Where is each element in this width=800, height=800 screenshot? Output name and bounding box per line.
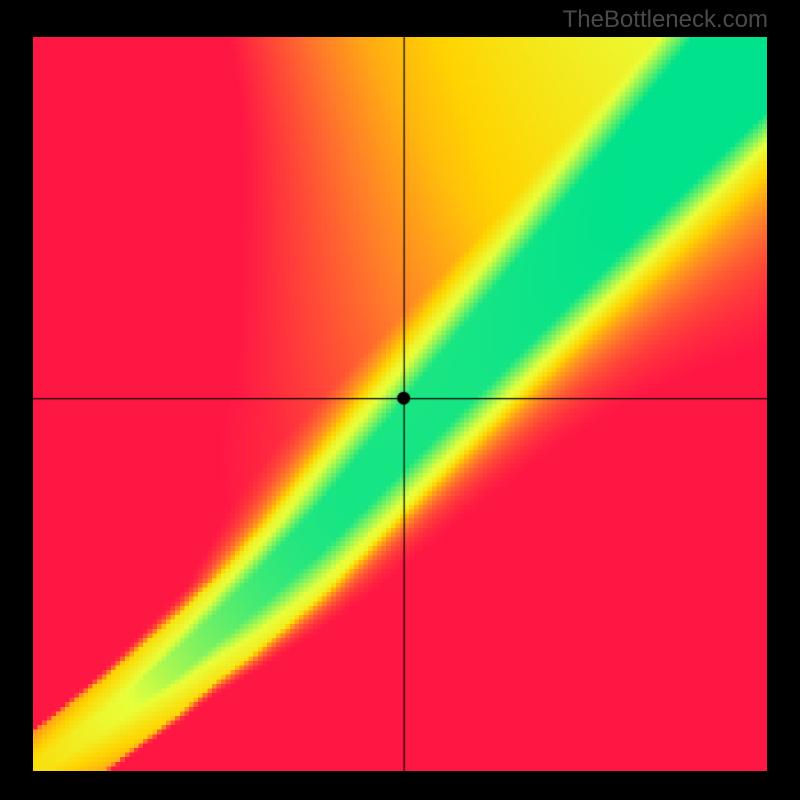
watermark-text: TheBottleneck.com <box>563 6 768 34</box>
crosshair-overlay <box>0 0 800 800</box>
chart-container: TheBottleneck.com <box>0 0 800 800</box>
